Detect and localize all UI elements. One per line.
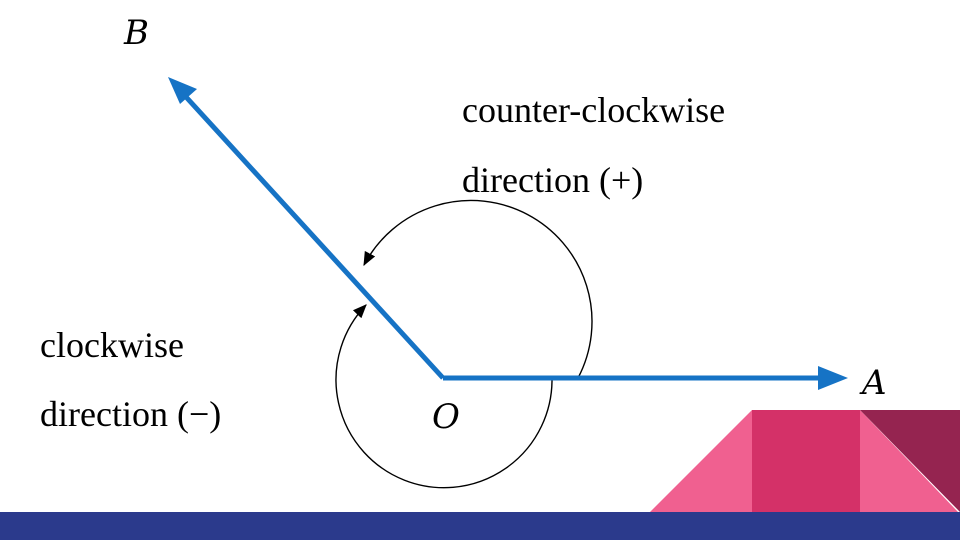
decor-pink-trapezoid-right [860,410,958,512]
clockwise-arc [335,304,553,489]
ray-ob [174,84,445,380]
label-origin: O [432,397,460,437]
ray-ob-arrowhead [168,77,197,104]
label-point-b: B [123,13,149,53]
decor-pink-block [752,410,860,512]
label-point-a: A [859,363,887,403]
ccw-label-line2: direction (+) [462,160,643,200]
cw-label-line2: direction (−) [40,394,221,434]
decor-pink-trapezoid-left [650,410,752,512]
counter-clockwise-arc [363,199,593,379]
bottom-bar [0,512,960,540]
ccw-label-line1: counter-clockwise [462,90,725,130]
decor-dark-triangle [860,410,960,512]
cw-label-line1: clockwise [40,325,184,365]
ray-oa-arrowhead [818,366,848,390]
